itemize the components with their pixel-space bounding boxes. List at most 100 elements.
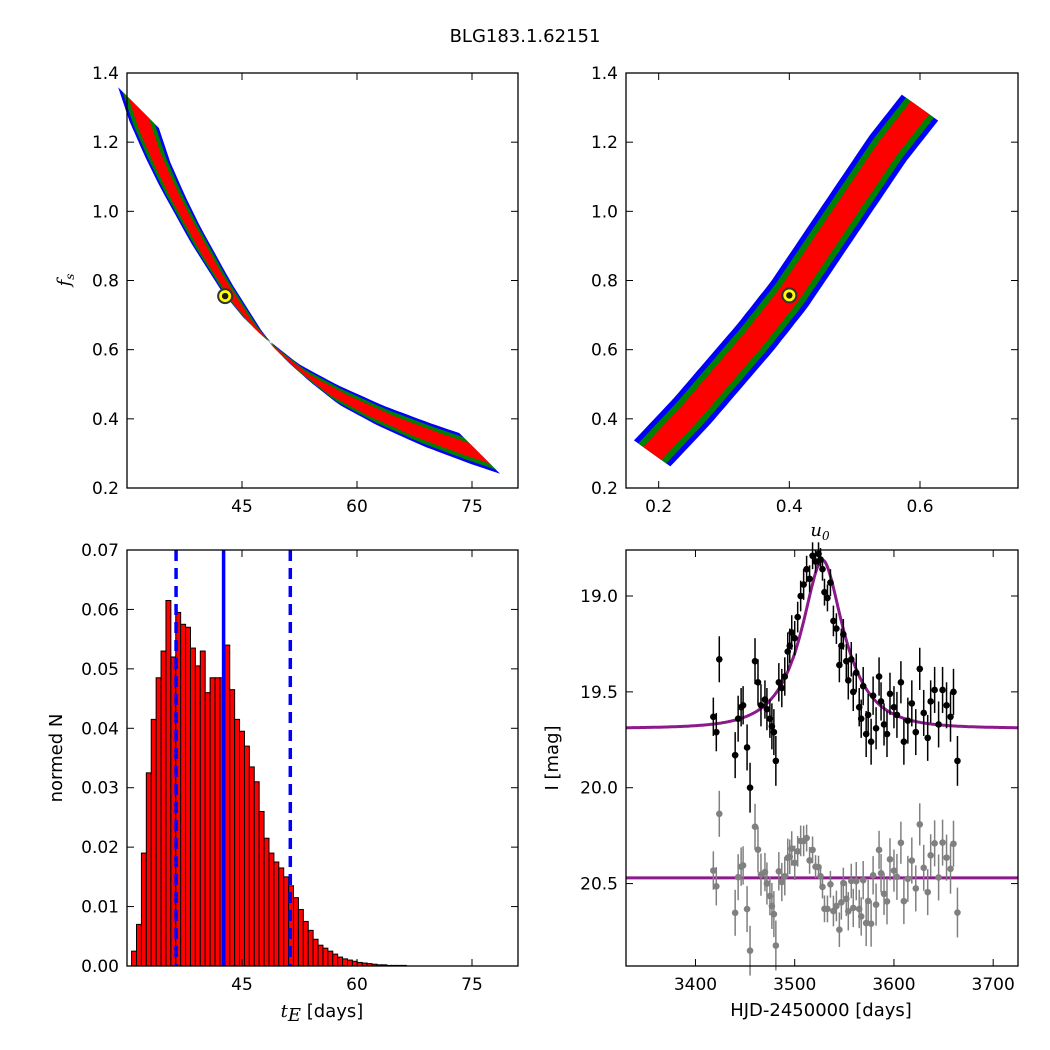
histogram-bar xyxy=(346,959,353,967)
histogram-bar xyxy=(194,665,201,967)
data-point xyxy=(833,625,840,632)
histogram-bar xyxy=(199,650,206,967)
residual-point xyxy=(710,867,717,874)
p2-ytick-label: 1.4 xyxy=(591,64,618,84)
p2-xtick-label: 0.6 xyxy=(906,497,933,517)
residual-point xyxy=(788,845,796,852)
panel3-xlabel: tE [days] xyxy=(281,1001,364,1026)
residual-point xyxy=(794,848,801,855)
residual-point xyxy=(772,942,780,949)
histogram-bar xyxy=(224,644,231,967)
residual-point xyxy=(739,862,747,869)
residual-point xyxy=(864,897,872,905)
p2-xtick-label: 0.2 xyxy=(645,497,672,517)
residual-point xyxy=(875,846,883,854)
data-point xyxy=(857,715,865,723)
data-point xyxy=(897,678,905,686)
residual-point xyxy=(840,879,847,887)
residual-point xyxy=(830,907,837,915)
histogram-bar xyxy=(229,689,236,967)
residual-point xyxy=(778,878,786,886)
data-point xyxy=(849,688,857,696)
data-point xyxy=(864,711,872,719)
residual-point xyxy=(935,874,942,881)
residual-point xyxy=(734,873,742,881)
residual-point xyxy=(859,876,867,884)
residual-point xyxy=(852,877,860,885)
p3-ytick-label: 0.06 xyxy=(81,600,119,620)
residual-point xyxy=(872,901,880,908)
residual-point xyxy=(950,840,957,848)
residual-point xyxy=(908,857,916,864)
data-point xyxy=(954,757,961,765)
residual-point xyxy=(713,882,720,890)
panel4-xlabel: HJD-2450000 [days] xyxy=(730,1000,912,1021)
p2-ytick-label: 1.0 xyxy=(591,202,618,222)
data-point xyxy=(916,665,924,673)
data-point xyxy=(904,717,912,724)
residual-point xyxy=(931,840,938,847)
histogram-bar xyxy=(209,677,216,967)
residual-point xyxy=(886,856,894,863)
histogram-bar xyxy=(263,837,270,967)
panel-fs-vs-u0: 0.2 0.4 0.6 0.2 0.4 0.6 0.8 1.0 1.2 1.4 xyxy=(591,64,1019,517)
data-point xyxy=(859,682,867,690)
p4-xtick-label: 3500 xyxy=(773,975,816,995)
best-fit-center xyxy=(786,292,793,299)
residual-point xyxy=(824,905,831,913)
histogram-bar xyxy=(189,647,196,967)
data-point xyxy=(877,698,885,705)
data-point xyxy=(893,711,901,719)
data-point xyxy=(869,692,877,699)
p3-ytick-label: 0.07 xyxy=(81,541,119,561)
residual-point xyxy=(751,823,759,831)
data-point xyxy=(924,734,931,742)
data-point xyxy=(778,684,786,692)
residual-point xyxy=(897,839,905,847)
histogram-bar xyxy=(268,852,275,967)
data-point xyxy=(713,728,720,736)
histogram-bar xyxy=(234,718,241,967)
histogram-bar xyxy=(214,677,221,967)
p3-ytick-label: 0.01 xyxy=(81,898,119,918)
data-point xyxy=(880,721,888,728)
residual-point xyxy=(819,883,826,891)
data-point xyxy=(867,738,875,746)
panel3-ylabel: normed N xyxy=(46,714,67,803)
data-point xyxy=(803,565,810,573)
p3-ytick-label: 0.04 xyxy=(81,719,119,739)
p1-xtick-label: 75 xyxy=(461,497,483,517)
data-point xyxy=(900,738,908,746)
data-point xyxy=(797,592,804,600)
p1-ytick-label: 1.0 xyxy=(92,202,119,222)
residual-point xyxy=(781,872,789,880)
data-point xyxy=(821,588,828,596)
panel-fs-vs-tE: 45 60 75 0.2 0.4 0.6 0.8 1.0 1.2 1.4 xyxy=(92,64,519,517)
data-point xyxy=(943,701,950,709)
data-point xyxy=(746,784,754,792)
histogram-bar xyxy=(293,897,299,967)
data-point xyxy=(806,575,813,583)
data-point xyxy=(852,669,860,676)
data-point xyxy=(751,657,759,665)
p4-ytick-label: 20.0 xyxy=(580,779,618,799)
data-point xyxy=(770,728,778,736)
residual-point xyxy=(836,926,843,934)
p3-xtick-label: 75 xyxy=(461,975,483,995)
residual-point xyxy=(877,869,885,877)
residual-point xyxy=(927,852,934,859)
p4-xtick-label: 3400 xyxy=(674,975,717,995)
p3-ytick-label: 0.03 xyxy=(81,779,119,799)
data-point xyxy=(840,631,847,638)
data-point xyxy=(844,677,852,684)
p3-ytick-label: 0.02 xyxy=(81,838,119,858)
p3-xtick-label: 45 xyxy=(231,975,253,995)
p4-ytick-label: 19.5 xyxy=(580,683,618,703)
histogram-bar xyxy=(342,958,348,967)
panel-light-curve: 3400 3500 3600 3700 19.0 19.5 20.0 20.5 xyxy=(580,542,1019,995)
data-point xyxy=(731,751,739,759)
residual-point xyxy=(904,875,912,883)
data-point xyxy=(739,701,747,709)
histogram-bar xyxy=(248,766,255,967)
histogram-bar xyxy=(243,745,250,967)
